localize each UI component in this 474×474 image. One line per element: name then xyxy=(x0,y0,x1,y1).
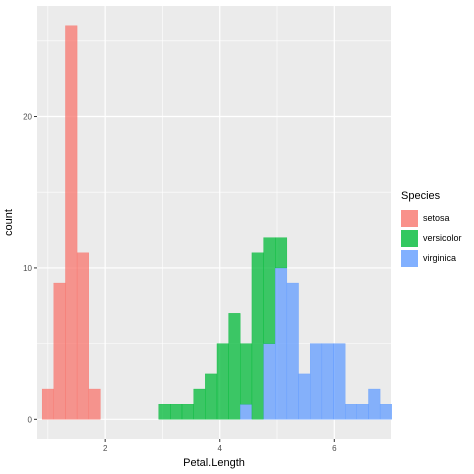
bar-virginica-bin-27 xyxy=(356,404,369,420)
bar-versicolor-bin-16 xyxy=(228,313,241,420)
y-tick-label: 10 xyxy=(23,264,32,273)
legend-item-versicolor: versicolor xyxy=(401,228,462,248)
legend-item-setosa: setosa xyxy=(401,208,462,228)
bar-versicolor-bin-10 xyxy=(158,404,171,420)
legend-title: Species xyxy=(401,190,441,202)
bar-versicolor-bin-11 xyxy=(170,404,183,420)
bar-virginica-bin-17 xyxy=(240,404,253,420)
bar-versicolor-bin-20 xyxy=(275,237,288,269)
legend-label-versicolor: versicolor xyxy=(423,233,462,243)
legend-label-virginica: virginica xyxy=(423,253,457,263)
bar-virginica-bin-22 xyxy=(298,373,311,420)
bar-virginica-bin-26 xyxy=(344,404,357,420)
bar-versicolor-bin-19 xyxy=(263,237,276,344)
bar-setosa-bin-4 xyxy=(88,388,101,420)
x-tick-label: 6 xyxy=(332,444,337,453)
bar-versicolor-bin-15 xyxy=(216,343,229,420)
bar-virginica-bin-20 xyxy=(275,267,288,420)
bar-virginica-bin-29 xyxy=(379,404,392,420)
bar-virginica-bin-23 xyxy=(310,343,323,420)
legend-item-virginica: virginica xyxy=(401,248,462,268)
bar-setosa-bin-3 xyxy=(76,252,89,420)
bar-versicolor-bin-14 xyxy=(205,373,218,420)
x-tick-label: 4 xyxy=(218,444,223,453)
histogram-bars xyxy=(41,25,392,420)
bar-versicolor-bin-12 xyxy=(181,404,194,420)
legend-label-setosa: setosa xyxy=(423,213,450,223)
legend-key-setosa xyxy=(401,209,418,227)
bar-versicolor-bin-18 xyxy=(251,252,264,420)
axis-ticks: 2 4 6 0 10 20 xyxy=(23,113,337,453)
bar-virginica-bin-28 xyxy=(368,388,381,420)
y-tick-label: 0 xyxy=(28,415,33,424)
bar-setosa-bin-1 xyxy=(53,282,66,420)
bar-setosa-bin-2 xyxy=(65,25,78,420)
bar-virginica-bin-24 xyxy=(321,343,334,420)
bar-setosa-bin-0 xyxy=(41,388,54,420)
legend: Species setosa versicolor virginica xyxy=(401,190,462,268)
minor-gridlines xyxy=(37,6,391,439)
legend-key-versicolor xyxy=(401,229,418,247)
bar-versicolor-bin-13 xyxy=(193,388,206,420)
y-axis-title: count xyxy=(3,209,15,236)
bar-virginica-bin-21 xyxy=(286,282,299,420)
x-axis-title: Petal.Length xyxy=(183,457,245,469)
bar-virginica-bin-25 xyxy=(333,343,346,420)
y-tick-label: 20 xyxy=(23,113,32,122)
x-tick-label: 2 xyxy=(103,444,108,453)
bar-versicolor-bin-17 xyxy=(240,343,253,405)
legend-key-virginica xyxy=(401,249,418,267)
bar-virginica-bin-19 xyxy=(263,343,276,420)
